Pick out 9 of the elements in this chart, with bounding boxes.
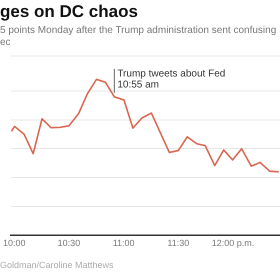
x-tick-label: 10:30 [58,238,80,248]
x-tick-label: 10:00 [2,238,26,248]
x-tick-label: 11:30 [167,238,190,248]
chart-subtitle: 5 points Monday after the Trump administration sent confusing ec [0,25,278,49]
x-tick-label: 12:00 p.m. [212,238,254,248]
chart-title: ges on DC chaos [0,2,138,22]
text: Goldman/Caroline Matthews [0,260,114,270]
annotation: Trump tweets about Fed 10:55 am [117,68,226,91]
x-tick-label: 11:00 [112,238,135,248]
